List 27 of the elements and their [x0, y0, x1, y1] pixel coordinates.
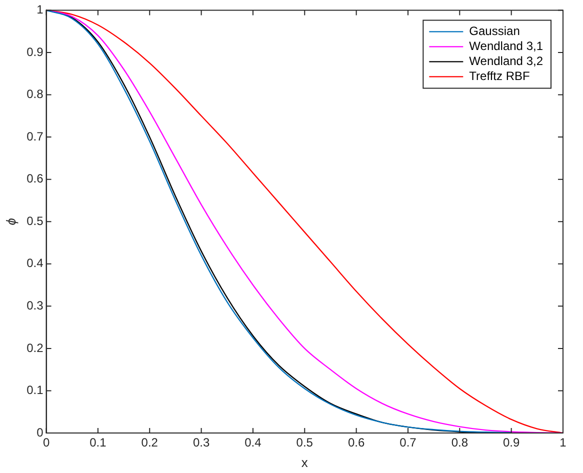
- x-tick-label: 0.4: [244, 436, 262, 450]
- x-axis-title: x: [301, 454, 308, 470]
- y-tick-label: 0.4: [26, 256, 44, 270]
- y-tick-label: 0.2: [26, 340, 44, 355]
- x-tick-label: 0.8: [451, 436, 468, 450]
- x-tick-label: 0.7: [400, 436, 417, 450]
- y-tick-label: 0.1: [26, 383, 44, 398]
- x-tick-label: 0.3: [192, 436, 210, 450]
- x-tick-label: 0.6: [348, 436, 365, 450]
- legend-label: Wendland 3,1: [469, 39, 544, 54]
- y-axis-title: ϕ: [3, 218, 18, 226]
- legend-label: Wendland 3,2: [469, 54, 544, 68]
- legend-label: Trefftz RBF: [469, 69, 530, 84]
- y-tick-label: 0.3: [26, 298, 44, 312]
- x-tick-label: 0.9: [502, 436, 520, 450]
- legend-label: Gaussian: [469, 24, 520, 38]
- y-tick-label: 0.7: [26, 129, 44, 144]
- y-tick-label: 0.5: [26, 214, 44, 228]
- x-tick-label: 1: [560, 436, 567, 450]
- x-tick-label: 0.2: [141, 436, 158, 450]
- x-tick-label: 0.1: [90, 436, 107, 450]
- y-tick-label: 0.8: [26, 87, 44, 102]
- y-tick-label: 0: [36, 425, 44, 440]
- y-tick-label: 0.6: [26, 172, 44, 186]
- y-tick-label: 0.9: [26, 44, 44, 59]
- x-tick-label: 0.5: [296, 436, 314, 450]
- y-tick-label: 1: [36, 2, 44, 17]
